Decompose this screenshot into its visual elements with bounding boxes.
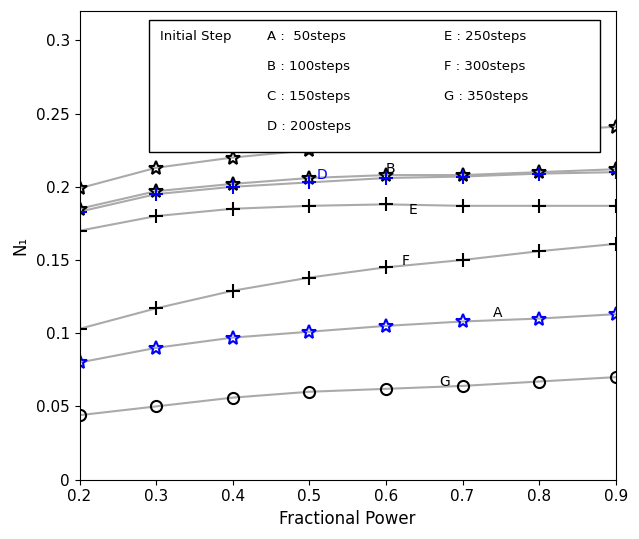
X-axis label: Fractional Power: Fractional Power [279, 510, 416, 528]
Text: G : 350steps: G : 350steps [444, 90, 528, 103]
Text: D : 200steps: D : 200steps [267, 120, 351, 133]
Text: A :  50steps: A : 50steps [267, 30, 346, 43]
Text: A: A [493, 306, 503, 320]
Text: G: G [440, 375, 450, 389]
Y-axis label: N₁: N₁ [11, 236, 29, 255]
Bar [150, 20, 599, 151]
Text: B : 100steps: B : 100steps [267, 60, 350, 73]
Text: F: F [401, 254, 409, 268]
Text: F : 300steps: F : 300steps [444, 60, 525, 73]
Text: B: B [386, 162, 396, 176]
Text: E : 250steps: E : 250steps [444, 30, 527, 43]
Text: C: C [317, 140, 327, 154]
Text: E: E [409, 203, 418, 217]
Text: C : 150steps: C : 150steps [267, 90, 350, 103]
Text: D: D [317, 168, 328, 182]
Text: Initial Step: Initial Step [160, 30, 231, 43]
